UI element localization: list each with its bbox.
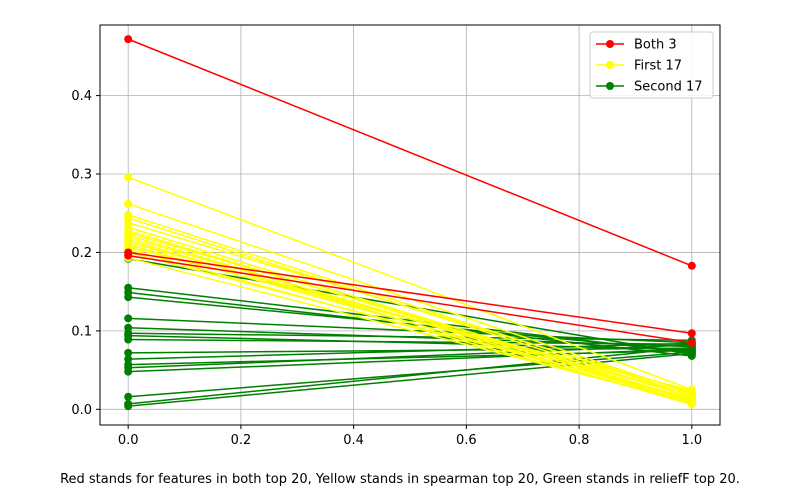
series-path: [128, 346, 692, 405]
series-layer: [124, 35, 696, 411]
series-path: [128, 348, 692, 373]
legend: Both 3 First 17 Second 17: [589, 31, 714, 99]
series-path: [127, 38, 693, 267]
data-point: [687, 329, 696, 338]
data-point: [687, 261, 696, 270]
y-tick-label: 0.3: [71, 168, 92, 183]
series-path: [128, 296, 692, 353]
x-tick-label: 0.6: [456, 433, 477, 448]
legend-label: Second 17: [634, 80, 703, 95]
legend-box: [589, 31, 714, 99]
y-tick-label: 0.4: [71, 89, 92, 104]
x-tick-label: 0.8: [569, 433, 590, 448]
ticks-layer: 0.0 0.2 0.4 0.6 0.8 1.0 0.0 0.1 0.2 0.3 0.4: [71, 89, 702, 448]
series-path: [128, 254, 692, 344]
data-point: [124, 323, 133, 332]
series-path: [128, 342, 692, 360]
series-path: [127, 214, 693, 396]
legend-item: First 17: [596, 59, 682, 74]
series-path: [127, 226, 693, 401]
series-path: [128, 338, 692, 345]
data-point: [124, 348, 133, 357]
data-point: [124, 35, 133, 44]
data-point: [124, 199, 133, 208]
data-point: [124, 314, 133, 323]
legend-item: Both 3: [596, 38, 677, 53]
data-point: [687, 398, 696, 407]
x-tick-label: 1.0: [681, 433, 702, 448]
data-point: [687, 386, 696, 395]
series-line: [124, 245, 696, 408]
plot-frame: [99, 24, 721, 426]
series-path: [128, 332, 692, 342]
series-path: [127, 221, 693, 393]
series-line: [124, 251, 696, 347]
series-path: [127, 257, 693, 403]
y-tick-label: 0.1: [71, 324, 92, 339]
series-path: [127, 229, 693, 403]
series-path: [128, 334, 692, 351]
data-point: [124, 367, 133, 376]
data-point: [124, 402, 133, 411]
y-tick-label: 0.0: [71, 403, 92, 418]
legend-label: Both 3: [634, 38, 677, 53]
series-path: [128, 251, 692, 334]
x-tick-label: 0.2: [231, 433, 252, 448]
x-tick-label: 0.0: [118, 433, 139, 448]
data-point: [687, 338, 696, 347]
y-tick-label: 0.2: [71, 246, 92, 261]
data-point: [124, 392, 133, 401]
series-path: [128, 351, 692, 398]
data-point: [124, 355, 133, 364]
data-point: [124, 335, 133, 344]
data-point: [687, 349, 696, 358]
legend-marker: [606, 40, 614, 48]
data-point: [124, 173, 133, 182]
legend-label: First 17: [634, 59, 682, 74]
data-point: [124, 251, 133, 260]
figure-caption: Red stands for features in both top 20, …: [60, 472, 740, 487]
series-line: [124, 35, 696, 270]
x-tick-label: 0.4: [343, 433, 364, 448]
series-path: [128, 344, 692, 369]
data-point: [124, 293, 133, 302]
series-path: [127, 251, 693, 400]
series-path: [127, 176, 693, 391]
legend-marker: [606, 61, 614, 69]
series-path: [127, 246, 693, 392]
legend-marker: [606, 82, 614, 90]
legend-item: Second 17: [596, 80, 703, 95]
